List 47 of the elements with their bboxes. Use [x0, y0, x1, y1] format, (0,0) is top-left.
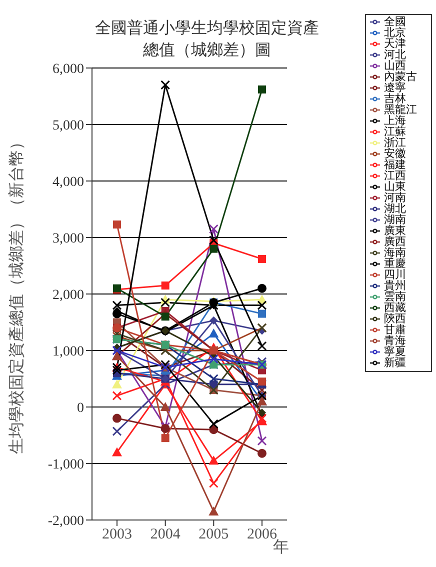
legend-label: 新疆: [384, 357, 406, 369]
legend-label: 河北: [384, 49, 406, 61]
legend-label: 陝西: [384, 313, 406, 325]
legend-label: 湖北: [384, 203, 406, 215]
chart-title: 全國普通小學生均學校固定資產總值（城鄉差）圖: [95, 18, 319, 61]
y-tick-label: 5,000: [52, 118, 84, 134]
legend-label: 黑龍江: [384, 104, 417, 116]
legend-label: 西藏: [384, 302, 406, 314]
legend-label: 吉林: [384, 93, 406, 105]
legend-label: 全國: [384, 16, 406, 28]
y-tick-label: -1,000: [48, 457, 84, 472]
legend-label: 天津: [384, 38, 406, 50]
y-tick-label: 1,000: [52, 344, 84, 360]
legend-label: 福建: [384, 159, 406, 171]
y-axis-title: 生均學校固定資產總值（城鄉差）（新台幣）: [8, 134, 26, 454]
legend-label: 海南: [384, 247, 406, 259]
legend-label: 北京: [384, 27, 406, 39]
legend-label: 寧夏: [384, 346, 406, 358]
legend-label: 甘肅: [384, 324, 406, 336]
y-tick-label: 2,000: [52, 288, 84, 303]
legend-label: 山東: [384, 181, 406, 193]
legend-label: 湖南: [384, 214, 406, 226]
legend-label: 河南: [384, 192, 406, 204]
legend-label: 山西: [384, 60, 406, 72]
x-tick-label: 2003: [102, 526, 132, 543]
legend-label: 安徽: [384, 148, 406, 160]
legend-label: 內蒙古: [384, 71, 417, 83]
y-tick-label: 3,000: [52, 231, 84, 246]
y-tick-label: -2,000: [48, 514, 84, 529]
legend-label: 貴州: [384, 280, 406, 292]
y-tick-label: 4,000: [52, 174, 84, 190]
legend-label: 浙江: [384, 137, 406, 149]
legend-label: 青海: [384, 335, 406, 347]
x-axis-title: 年: [273, 539, 289, 556]
legend-label: 雲南: [384, 291, 406, 303]
legend-label: 廣西: [384, 236, 406, 248]
legend-label: 遼寧: [384, 82, 406, 94]
legend-label: 上海: [384, 115, 406, 127]
legend-label: 重慶: [384, 258, 406, 270]
legend-label: 江蘇: [384, 126, 406, 138]
y-tick-label: 0: [77, 400, 84, 416]
legend-label: 廣東: [384, 225, 406, 237]
x-tick-label: 2005: [198, 526, 229, 543]
legend-label: 四川: [384, 269, 406, 281]
legend-label: 江西: [384, 170, 406, 182]
y-tick-label: 6,000: [52, 62, 84, 77]
x-tick-label: 2004: [150, 526, 181, 543]
